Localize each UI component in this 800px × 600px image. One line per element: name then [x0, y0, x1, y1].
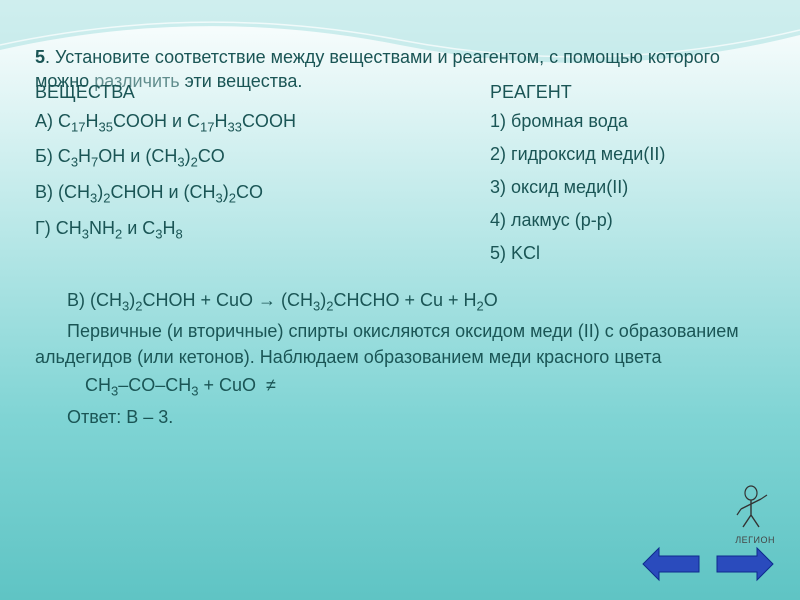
substance-row: Б) C3H7OH и (CH3)2CO: [35, 144, 470, 172]
substance-row: А) C17H35COOH и C17H33COOH: [35, 109, 470, 137]
logo-text: ЛЕГИОН: [727, 535, 775, 545]
publisher-logo: ЛЕГИОН: [727, 475, 775, 545]
equation-line-2: CH3–CO–CH3 + CuO ≠: [35, 372, 770, 401]
reagents-header: РЕАГЕНТ: [490, 82, 770, 103]
reagents-column: РЕАГЕНТ 1) бромная вода 2) гидроксид мед…: [490, 82, 770, 275]
substances-column: ВЕЩЕСТВА А) C17H35COOH и C17H33COOH Б) C…: [35, 82, 470, 275]
question-number: 5: [35, 47, 45, 67]
substance-row: В) (CH3)2CHOH и (CH3)2CO: [35, 180, 470, 208]
reagent-row: 4) лакмус (р-р): [490, 208, 770, 233]
explanation-text: Первичные (и вторичные) спирты окисляютс…: [35, 318, 770, 370]
substance-row: Г) CH3NH2 и C3H8: [35, 216, 470, 244]
reagent-row: 5) KCl: [490, 241, 770, 266]
reagent-row: 2) гидроксид меди(II): [490, 142, 770, 167]
reagent-row: 3) оксид меди(II): [490, 175, 770, 200]
next-button[interactable]: [715, 546, 775, 582]
answer-line: Ответ: В – 3.: [35, 404, 770, 430]
equation-line: В) (CH3)2CHOH + CuO → (CH3)2CHCHO + Cu +…: [35, 287, 770, 316]
explanation: В) (CH3)2CHOH + CuO → (CH3)2CHCHO + Cu +…: [35, 287, 770, 430]
reagent-row: 1) бромная вода: [490, 109, 770, 134]
prev-button[interactable]: [641, 546, 701, 582]
